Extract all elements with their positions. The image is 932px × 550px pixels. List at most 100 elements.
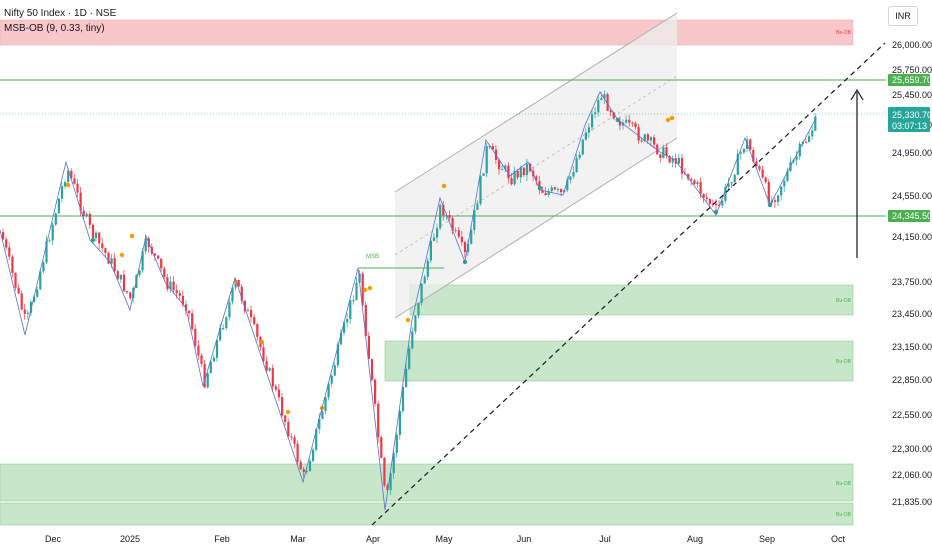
- candle: [203, 359, 206, 389]
- time-tick-label: Aug: [687, 534, 703, 544]
- candle: [442, 200, 445, 221]
- bullish-ob-label-4: Bu-OB: [836, 512, 852, 518]
- candle: [129, 291, 132, 301]
- price-tick-label: 25,450.00: [892, 90, 932, 100]
- svg-text:25,330.70: 25,330.70: [892, 110, 932, 120]
- candle: [5, 236, 8, 251]
- candle: [575, 154, 578, 173]
- candle: [519, 165, 522, 183]
- candle: [138, 269, 141, 278]
- price-tick-label: 24,150.00: [892, 232, 932, 242]
- candle: [587, 122, 591, 138]
- bullish-order-block-4: [0, 502, 854, 526]
- candle: [178, 290, 181, 301]
- candle: [491, 143, 494, 150]
- candle: [98, 232, 101, 250]
- candle: [646, 132, 649, 145]
- candle: [377, 400, 380, 443]
- indicator-title[interactable]: MSB-OB (9, 0.33, tiny): [4, 23, 105, 34]
- candle: [401, 383, 405, 414]
- candle: [783, 176, 786, 192]
- candle: [73, 174, 76, 185]
- price-tick-label: 24,550.00: [892, 191, 932, 201]
- candle: [57, 198, 60, 214]
- candle: [764, 176, 767, 184]
- candle: [215, 339, 219, 362]
- candle: [324, 396, 327, 414]
- bullish-ob-label-1: Bu-OB: [836, 298, 852, 304]
- candle: [439, 203, 442, 231]
- candle: [761, 165, 764, 179]
- support-price-label: 24,345.50: [888, 210, 932, 222]
- swing-dot: [405, 317, 411, 323]
- candle: [662, 144, 665, 159]
- candle: [219, 323, 222, 342]
- time-tick-label: 2025: [120, 534, 140, 544]
- target-arrow: [850, 88, 864, 258]
- candle: [556, 187, 560, 193]
- candle: [591, 110, 594, 131]
- bullish-order-block-1: [409, 284, 854, 316]
- candle: [225, 316, 228, 331]
- candle: [392, 449, 395, 479]
- candle: [281, 393, 284, 418]
- candle: [693, 178, 696, 186]
- price-tick-label: 22,550.00: [892, 410, 932, 420]
- swing-dot: [259, 339, 265, 345]
- currency-button[interactable]: INR: [888, 6, 918, 26]
- candle: [426, 257, 429, 280]
- candle: [501, 164, 504, 171]
- candle: [11, 254, 14, 278]
- candle: [228, 296, 231, 321]
- candle: [432, 232, 436, 242]
- candle: [547, 188, 550, 198]
- candle: [606, 92, 609, 112]
- price-axis[interactable]: 26,000.0025,750.0025,450.0025,150.0024,9…: [892, 40, 932, 507]
- candle: [284, 414, 287, 427]
- price-tick-label: 22,300.00: [892, 444, 932, 454]
- candle: [82, 206, 85, 220]
- time-tick-label: Dec: [45, 534, 62, 544]
- candle: [39, 269, 42, 291]
- candle: [268, 366, 271, 372]
- candle: [457, 227, 460, 239]
- candle: [346, 313, 349, 328]
- candle: [250, 305, 253, 323]
- bullish-ob-label-3: Bu-OB: [836, 481, 852, 487]
- symbol-title[interactable]: Nifty 50 Index · 1D · NSE: [4, 8, 117, 19]
- candle: [20, 290, 23, 311]
- resistance-price-label: 25,659.70: [888, 74, 932, 86]
- candle: [795, 151, 798, 166]
- time-tick-label: Mar: [290, 534, 306, 544]
- candle: [200, 353, 203, 367]
- candle: [680, 154, 684, 180]
- candle: [758, 164, 761, 172]
- time-tick-label: Sep: [759, 534, 775, 544]
- candle: [767, 179, 770, 204]
- candle: [122, 269, 126, 293]
- order-block-zones: Be-OB Bu-OB Bu-OB Bu-OB Bu-OB: [0, 19, 854, 526]
- candle: [634, 121, 637, 130]
- candle: [206, 372, 209, 389]
- candle: [79, 186, 82, 216]
- price-tick-label: 23,750.00: [892, 277, 932, 287]
- price-tick-label: 25,750.00: [892, 65, 932, 75]
- candle: [733, 173, 736, 183]
- candle: [448, 210, 451, 222]
- time-axis[interactable]: Dec 2025 Feb Mar Apr May Jun Jul Aug Sep Oct: [45, 534, 846, 544]
- candle: [157, 255, 160, 260]
- candle: [594, 106, 597, 119]
- candle: [330, 374, 333, 388]
- candle: [42, 260, 45, 274]
- dashed-trendline: [371, 42, 886, 526]
- candle: [798, 141, 801, 160]
- candle: [516, 168, 519, 180]
- candle: [277, 384, 281, 402]
- candle: [507, 162, 510, 183]
- swing-dot: [362, 287, 368, 293]
- candle: [423, 274, 426, 284]
- candle: [101, 238, 104, 252]
- candle: [296, 440, 299, 465]
- chart-legend: Nifty 50 Index · 1D · NSE MSB-OB (9, 0.3…: [4, 6, 116, 36]
